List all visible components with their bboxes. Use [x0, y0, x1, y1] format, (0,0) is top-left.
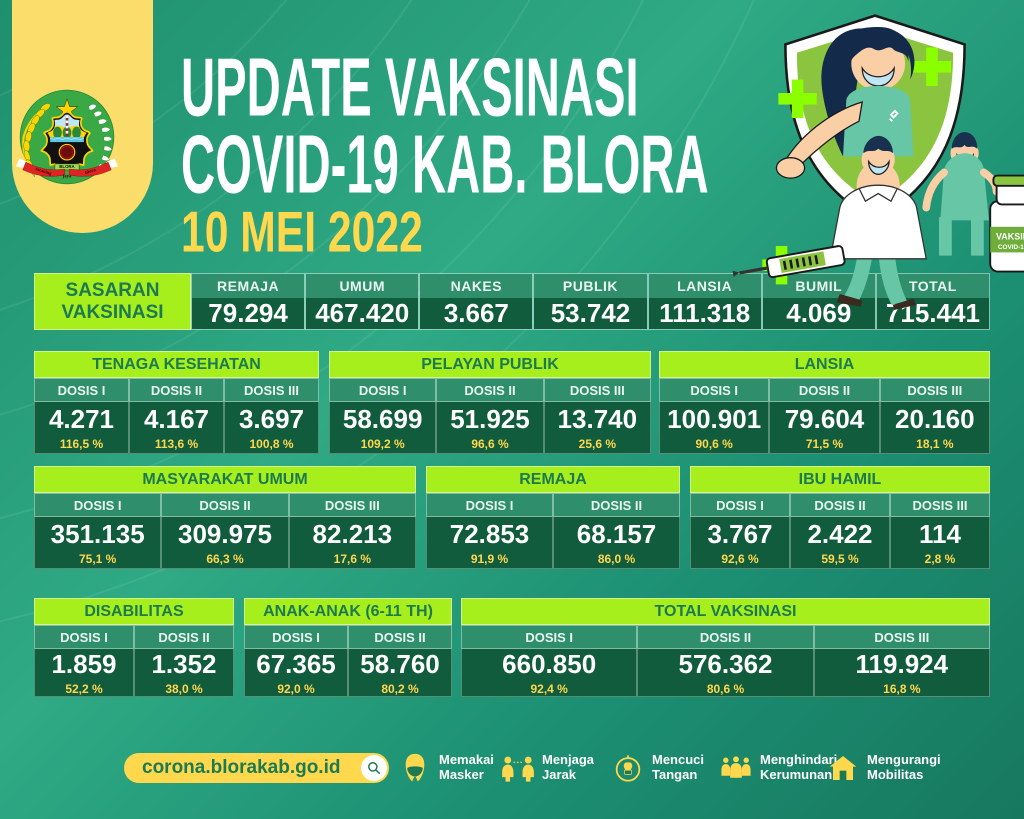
svg-text:jaya: jaya — [62, 175, 72, 180]
svg-text:COVID-19: COVID-19 — [998, 244, 1024, 251]
svg-text:BLORA: BLORA — [59, 164, 75, 169]
svg-text:VAKSIN: VAKSIN — [996, 232, 1024, 242]
